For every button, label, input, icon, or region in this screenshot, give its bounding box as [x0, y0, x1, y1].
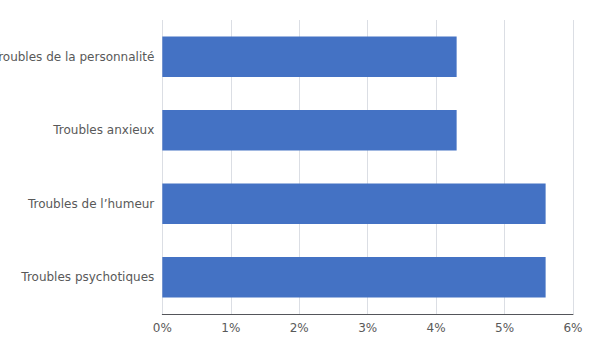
svg-text:6%: 6% — [563, 321, 582, 335]
svg-text:1%: 1% — [221, 321, 240, 335]
svg-text:2%: 2% — [290, 321, 309, 335]
svg-text:3%: 3% — [358, 321, 377, 335]
svg-text:4%: 4% — [427, 321, 446, 335]
svg-text:5%: 5% — [495, 321, 514, 335]
svg-text:Troubles de l’humeur: Troubles de l’humeur — [27, 197, 154, 211]
svg-text:Troubles psychotiques: Troubles psychotiques — [20, 270, 154, 284]
svg-text:Troubles anxieux: Troubles anxieux — [52, 123, 154, 137]
svg-text:0%: 0% — [153, 321, 172, 335]
svg-text:Troubles de la personnalité: Troubles de la personnalité — [0, 50, 154, 64]
